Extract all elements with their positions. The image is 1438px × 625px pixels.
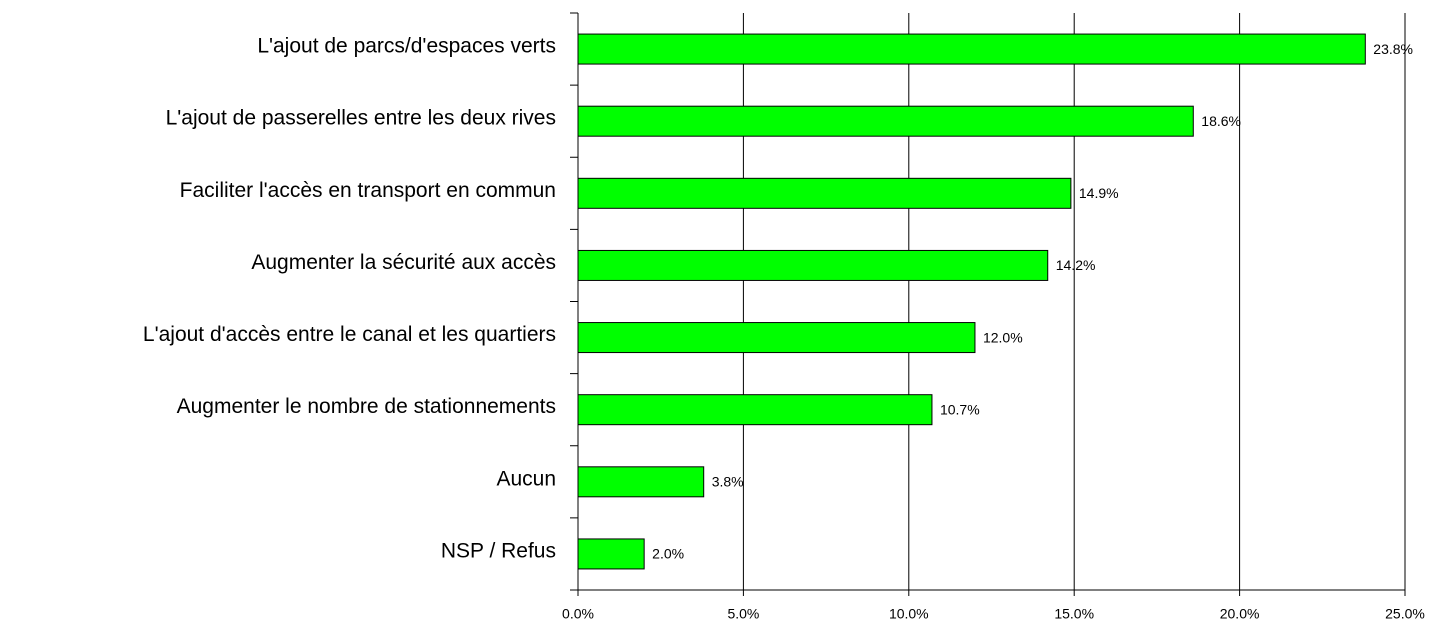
category-label: L'ajout de passerelles entre les deux ri… bbox=[166, 107, 556, 130]
category-label: Augmenter la sécurité aux accès bbox=[251, 251, 556, 274]
value-label: 14.2% bbox=[1056, 257, 1096, 273]
value-label: 3.8% bbox=[712, 474, 744, 490]
category-label: Aucun bbox=[496, 467, 556, 490]
category-label: Augmenter le nombre de stationnements bbox=[177, 395, 556, 418]
category-label: L'ajout de parcs/d'espaces verts bbox=[257, 35, 556, 58]
bar bbox=[577, 466, 705, 498]
bar bbox=[577, 105, 1194, 137]
category-label: NSP / Refus bbox=[441, 539, 556, 562]
x-tick-label: 0.0% bbox=[562, 606, 594, 622]
value-label: 18.6% bbox=[1201, 113, 1241, 129]
x-tick-label: 20.0% bbox=[1220, 606, 1260, 622]
x-tick-label: 15.0% bbox=[1054, 606, 1094, 622]
value-label: 12.0% bbox=[983, 329, 1023, 345]
category-label: Faciliter l'accès en transport en commun bbox=[180, 179, 556, 202]
bar bbox=[577, 322, 976, 354]
x-tick-label: 10.0% bbox=[889, 606, 929, 622]
bar bbox=[577, 33, 1366, 65]
bar bbox=[577, 394, 933, 426]
value-label: 2.0% bbox=[652, 546, 684, 562]
bar bbox=[577, 538, 645, 570]
bar bbox=[577, 249, 1049, 281]
value-label: 10.7% bbox=[940, 401, 980, 417]
value-label: 23.8% bbox=[1373, 41, 1413, 57]
value-label: 14.9% bbox=[1079, 185, 1119, 201]
x-tick-label: 25.0% bbox=[1385, 606, 1425, 622]
x-tick-label: 5.0% bbox=[727, 606, 759, 622]
category-label: L'ajout d'accès entre le canal et les qu… bbox=[143, 323, 556, 346]
bar bbox=[577, 177, 1072, 209]
